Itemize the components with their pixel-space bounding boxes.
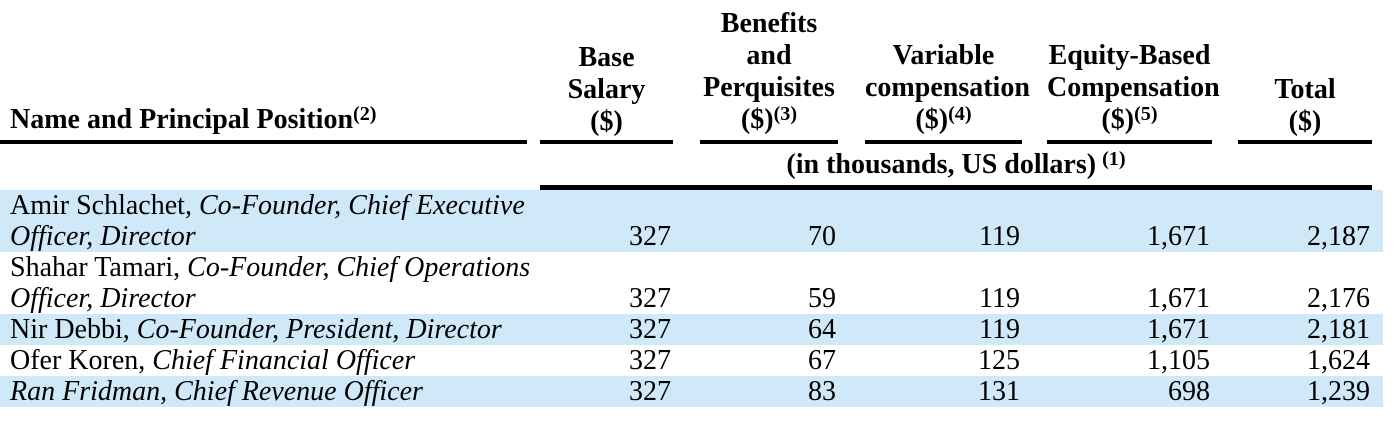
table-header-row: Name and Principal Position(2) Base Salary… — [0, 0, 1383, 144]
table-row: Ran Fridman, Chief Revenue Officer 327 83 1… — [0, 376, 1383, 407]
benefits-and-perquisites-value: 64 — [808, 314, 836, 345]
variable-compensation-value: 119 — [979, 283, 1020, 314]
base-salary-value: 327 — [629, 376, 671, 407]
executive-name: Ran Fridman, — [10, 376, 175, 407]
equity-based-compensation-value: 698 — [1168, 376, 1210, 407]
table-row: Shahar Tamari, Co-Founder, Chief Operati… — [0, 252, 1383, 314]
units-note-footnote-ref: (1) — [1102, 147, 1126, 170]
column-header-name-and-principal-position: Name and Principal Position(2) — [0, 102, 527, 144]
position-title-continued: Officer, Director — [10, 221, 196, 252]
table-row: Amir Schlachet, Co-Founder, Chief Execut… — [0, 190, 1383, 252]
benefits-and-perquisites-value: 59 — [808, 283, 836, 314]
equity-based-compensation-value: 1,105 — [1147, 345, 1210, 376]
footnote-ref: (4) — [948, 102, 972, 125]
total-value: 1,624 — [1307, 345, 1370, 376]
base-salary-value: 327 — [629, 314, 671, 345]
column-header-variable-compensation: Variable compensation ($)(4) — [865, 40, 1030, 144]
header-line: Benefits — [720, 8, 818, 39]
executive-name: Nir Debbi, — [10, 314, 137, 345]
header-line: compensation — [865, 72, 1030, 103]
name-and-position-cell: Amir Schlachet, Co-Founder, Chief Execut… — [0, 190, 540, 252]
table-row: Ofer Koren, Chief Financial Officer 327 67… — [0, 345, 1383, 376]
header-line: Base — [578, 42, 635, 73]
base-salary-value: 327 — [629, 221, 671, 252]
name-and-position-cell: Shahar Tamari, Co-Founder, Chief Operati… — [0, 252, 540, 314]
header-line: ($) — [1288, 106, 1322, 137]
header-line: ($)(4) — [915, 102, 972, 135]
variable-compensation-value: 119 — [979, 314, 1020, 345]
name-line: Ran Fridman, Chief Revenue Officer — [10, 376, 540, 407]
total-value: 2,187 — [1307, 221, 1370, 252]
header-line: ($)(5) — [1101, 102, 1158, 135]
footnote-ref: (2) — [353, 102, 377, 125]
executive-name: Ofer Koren, — [10, 345, 153, 376]
units-note: (in thousands, US dollars) (1) — [540, 144, 1372, 190]
footnote-ref: (5) — [1134, 102, 1158, 125]
total-value: 1,239 — [1307, 376, 1370, 407]
name-and-position-cell: Ofer Koren, Chief Financial Officer — [0, 345, 540, 376]
footnote-ref: (3) — [773, 102, 798, 125]
units-note-text: (in thousands, US dollars) — [786, 149, 1097, 180]
header-line: and — [746, 40, 792, 71]
executive-name: Shahar Tamari, — [10, 252, 188, 283]
name-line: Amir Schlachet, Co-Founder, Chief Execut… — [10, 190, 540, 221]
column-header-base-salary: Base Salary ($) — [540, 42, 673, 144]
table-body: Amir Schlachet, Co-Founder, Chief Execut… — [0, 190, 1396, 407]
name-and-position-cell: Nir Debbi, Co-Founder, President, Direct… — [0, 314, 540, 345]
position-title: Chief Revenue Officer — [174, 376, 423, 407]
table-row: Nir Debbi, Co-Founder, President, Direct… — [0, 314, 1383, 345]
equity-based-compensation-value: 1,671 — [1147, 314, 1210, 345]
total-value: 2,176 — [1307, 283, 1370, 314]
base-salary-value: 327 — [629, 345, 671, 376]
variable-compensation-value: 131 — [978, 376, 1020, 407]
column-header-equity-based-compensation: Equity-Based Compensation ($)(5) — [1047, 40, 1220, 144]
equity-based-compensation-value: 1,671 — [1147, 283, 1210, 314]
header-line: Name and Principal Position(2) — [10, 102, 377, 135]
header-line: ($) — [590, 106, 623, 137]
column-header-total: Total ($) — [1238, 74, 1372, 144]
position-title: Co-Founder, Chief Operations — [187, 252, 531, 283]
variable-compensation-value: 119 — [979, 221, 1020, 252]
header-line: Compensation — [1047, 72, 1220, 103]
header-line: Variable — [892, 40, 995, 71]
benefits-and-perquisites-value: 70 — [808, 221, 836, 252]
executive-name: Amir Schlachet, — [10, 190, 199, 221]
variable-compensation-value: 125 — [978, 345, 1020, 376]
header-line: Perquisites — [703, 72, 835, 103]
column-header-benefits-and-perquisites: Benefits and Perquisites ($)(3) — [700, 8, 838, 144]
header-line: Total — [1274, 74, 1336, 105]
position-title: Chief Financial Officer — [152, 345, 416, 376]
base-salary-value: 327 — [629, 283, 671, 314]
total-value: 2,181 — [1307, 314, 1370, 345]
name-line: Nir Debbi, Co-Founder, President, Direct… — [10, 314, 540, 345]
name-line: Shahar Tamari, Co-Founder, Chief Operati… — [10, 252, 540, 283]
position-title: Co-Founder, President, Director — [136, 314, 502, 345]
header-line: ($)(3) — [740, 102, 798, 135]
name-and-position-cell: Ran Fridman, Chief Revenue Officer — [0, 376, 540, 407]
header-line: Equity-Based — [1048, 40, 1211, 71]
units-note-row: (in thousands, US dollars) (1) — [0, 144, 1383, 190]
header-line: Salary — [567, 74, 646, 105]
benefits-and-perquisites-value: 67 — [808, 345, 836, 376]
equity-based-compensation-value: 1,671 — [1147, 221, 1210, 252]
position-title-continued: Officer, Director — [10, 283, 196, 314]
name-line: Ofer Koren, Chief Financial Officer — [10, 345, 540, 376]
position-title: Co-Founder, Chief Executive — [198, 190, 525, 221]
benefits-and-perquisites-value: 83 — [808, 376, 836, 407]
